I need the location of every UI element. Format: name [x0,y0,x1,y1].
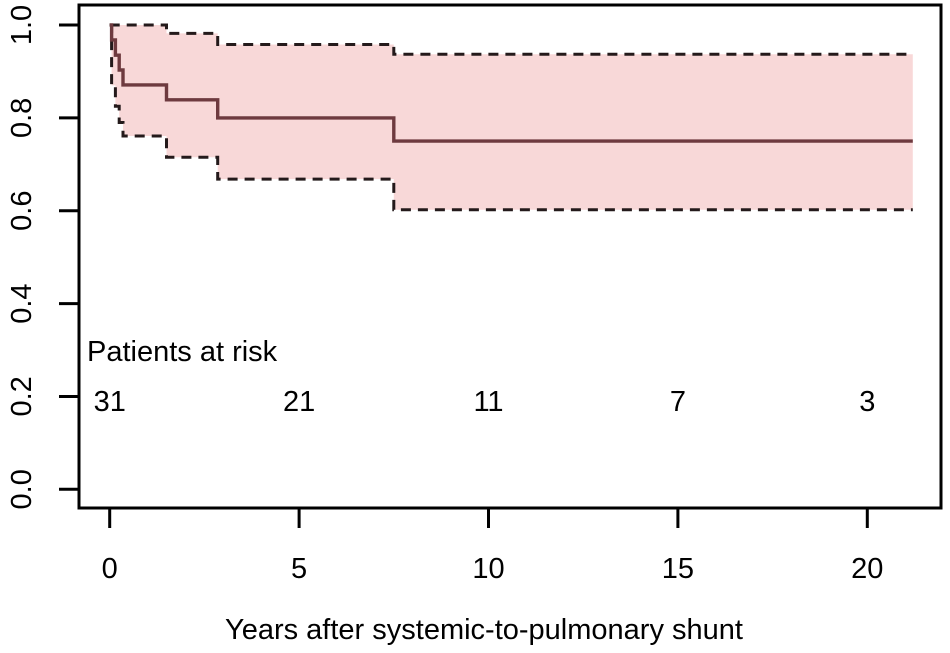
ci-confidence-band [109,25,913,210]
x-tick-label: 15 [662,553,694,585]
y-tick-label: 0.4 [6,283,38,323]
at-risk-count: 21 [283,386,315,418]
x-tick-label: 10 [472,553,504,585]
at-risk-count: 11 [473,386,503,418]
at-risk-count: 3 [859,386,875,418]
y-tick-label: 1.0 [6,5,38,45]
x-axis-label: Years after systemic-to-pulmonary shunt [225,614,743,646]
y-tick-label: 0.6 [6,191,38,231]
x-tick-label: 0 [102,553,118,585]
survival-estimate-line [109,23,913,143]
axes-layer [59,3,943,528]
ci-bounds-layer [109,23,913,212]
y-tick-label: 0.2 [6,376,38,416]
y-tick-label: 0.8 [6,98,38,138]
plot-box [77,3,943,510]
x-tick-label: 5 [291,553,307,585]
at-risk-row-layer: 31 21 11 7 3 [94,386,876,418]
tick-label-layer: 0 5 10 15 20 0.0 0.2 0.4 0.6 0.8 1.0 [6,5,883,585]
at-risk-count: 31 [94,386,126,418]
at-risk-count: 7 [670,386,686,418]
patients-at-risk-label: Patients at risk [87,336,278,368]
ci-upper-bound-line [109,23,913,56]
survival-curve-layer [109,23,913,143]
ci-band-layer [109,25,913,210]
y-tick-label: 0.0 [6,469,38,509]
x-tick-label: 20 [851,553,883,585]
